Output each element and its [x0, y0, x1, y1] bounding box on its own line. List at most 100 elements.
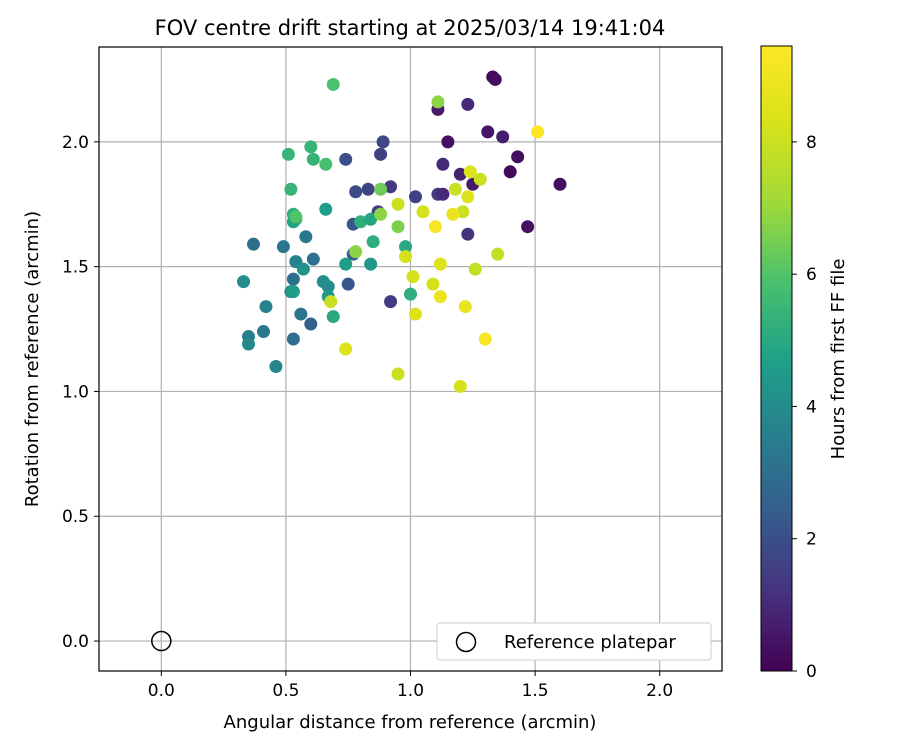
x-axis-ticks: 0.0 0.5 1.0 1.5 2.0: [148, 671, 673, 701]
data-point: [431, 95, 445, 109]
data-point: [496, 130, 510, 144]
data-point: [553, 177, 567, 191]
data-point: [433, 257, 447, 271]
data-point: [488, 72, 502, 86]
data-point: [237, 275, 251, 289]
data-point: [269, 359, 283, 373]
y-axis-label: Rotation from reference (arcmin): [22, 211, 43, 507]
data-point: [391, 197, 405, 211]
data-point: [478, 332, 492, 346]
x-tick-label: 0.0: [148, 681, 175, 701]
chart-title: FOV centre drift starting at 2025/03/14 …: [155, 16, 666, 40]
data-point: [276, 240, 290, 254]
data-point: [399, 240, 413, 254]
y-tick-label: 0.5: [62, 507, 89, 527]
data-point: [404, 287, 417, 301]
data-point: [284, 182, 298, 196]
x-tick-label: 0.5: [272, 681, 299, 701]
colorbar-label: Hours from first FF file: [828, 259, 849, 460]
data-point: [286, 272, 300, 286]
y-tick-label: 1.0: [62, 382, 89, 402]
data-point: [319, 157, 333, 171]
grid-lines: [99, 47, 722, 671]
data-point: [511, 150, 525, 164]
data-point: [361, 182, 375, 196]
data-point: [448, 182, 462, 196]
data-point: [256, 325, 270, 339]
data-point: [326, 310, 340, 324]
data-point: [399, 250, 413, 264]
data-point: [296, 262, 310, 276]
data-point: [463, 165, 477, 179]
colorbar-gradient: [760, 45, 793, 672]
data-point: [374, 147, 388, 161]
data-point: [453, 379, 467, 393]
data-point: [468, 262, 482, 276]
data-point: [408, 190, 422, 204]
legend: Reference platepar: [436, 622, 712, 661]
x-axis-label: Angular distance from reference (arcmin): [224, 712, 597, 733]
data-point: [321, 280, 335, 294]
data-point: [289, 210, 303, 224]
data-point: [503, 165, 517, 179]
data-point: [461, 97, 475, 111]
legend-label: Reference platepar: [504, 632, 676, 653]
data-point: [374, 182, 388, 196]
data-point: [349, 245, 363, 259]
data-point: [366, 235, 380, 249]
data-point: [433, 290, 447, 304]
data-point: [436, 157, 450, 171]
data-point: [531, 125, 545, 139]
x-tick-label: 1.0: [397, 681, 424, 701]
data-point: [354, 215, 368, 229]
reference-point-marker: [151, 630, 172, 652]
data-point: [286, 285, 300, 299]
data-point: [339, 342, 353, 356]
data-point: [384, 180, 398, 194]
colorbar-tick-label: 4: [806, 397, 817, 417]
legend-marker: [455, 631, 477, 653]
data-point: [259, 300, 273, 314]
data-point: [364, 257, 378, 271]
x-tick-label: 1.5: [522, 681, 549, 701]
data-point: [521, 220, 535, 234]
data-point: [326, 77, 340, 91]
data-point: [391, 220, 405, 234]
data-point: [319, 202, 333, 216]
data-point: [473, 172, 487, 186]
data-point: [391, 367, 405, 381]
y-tick-label: 1.5: [62, 258, 89, 278]
data-point: [456, 205, 470, 219]
data-point: [436, 187, 450, 201]
colorbar-tick-label: 2: [806, 530, 817, 550]
x-tick-label: 2.0: [646, 681, 673, 701]
data-point: [304, 140, 318, 154]
data-point: [294, 307, 308, 321]
data-point: [408, 307, 422, 321]
data-points: [151, 70, 567, 652]
data-point: [461, 227, 475, 241]
colorbar-tick-label: 8: [806, 133, 817, 153]
data-point: [306, 152, 320, 166]
data-point: [441, 135, 455, 149]
data-point: [376, 135, 390, 149]
data-point: [306, 252, 320, 266]
data-point: [458, 300, 472, 314]
data-point: [339, 257, 353, 271]
data-point: [339, 152, 353, 166]
data-point: [384, 295, 398, 309]
data-point: [242, 337, 256, 351]
y-tick-label: 0.0: [62, 632, 89, 652]
data-point: [428, 220, 442, 234]
colorbar-tick-label: 0: [806, 662, 817, 682]
legend-box: [436, 622, 712, 661]
data-point: [299, 230, 313, 244]
colorbar: 0 2 4 6 8 Hours from first FF file: [760, 45, 849, 682]
data-point: [286, 332, 300, 346]
y-axis-ticks: 0.0 0.5 1.0 1.5 2.0: [62, 133, 99, 652]
data-point: [491, 247, 505, 261]
data-point: [247, 237, 261, 251]
data-point: [349, 185, 363, 199]
data-point: [406, 270, 420, 284]
